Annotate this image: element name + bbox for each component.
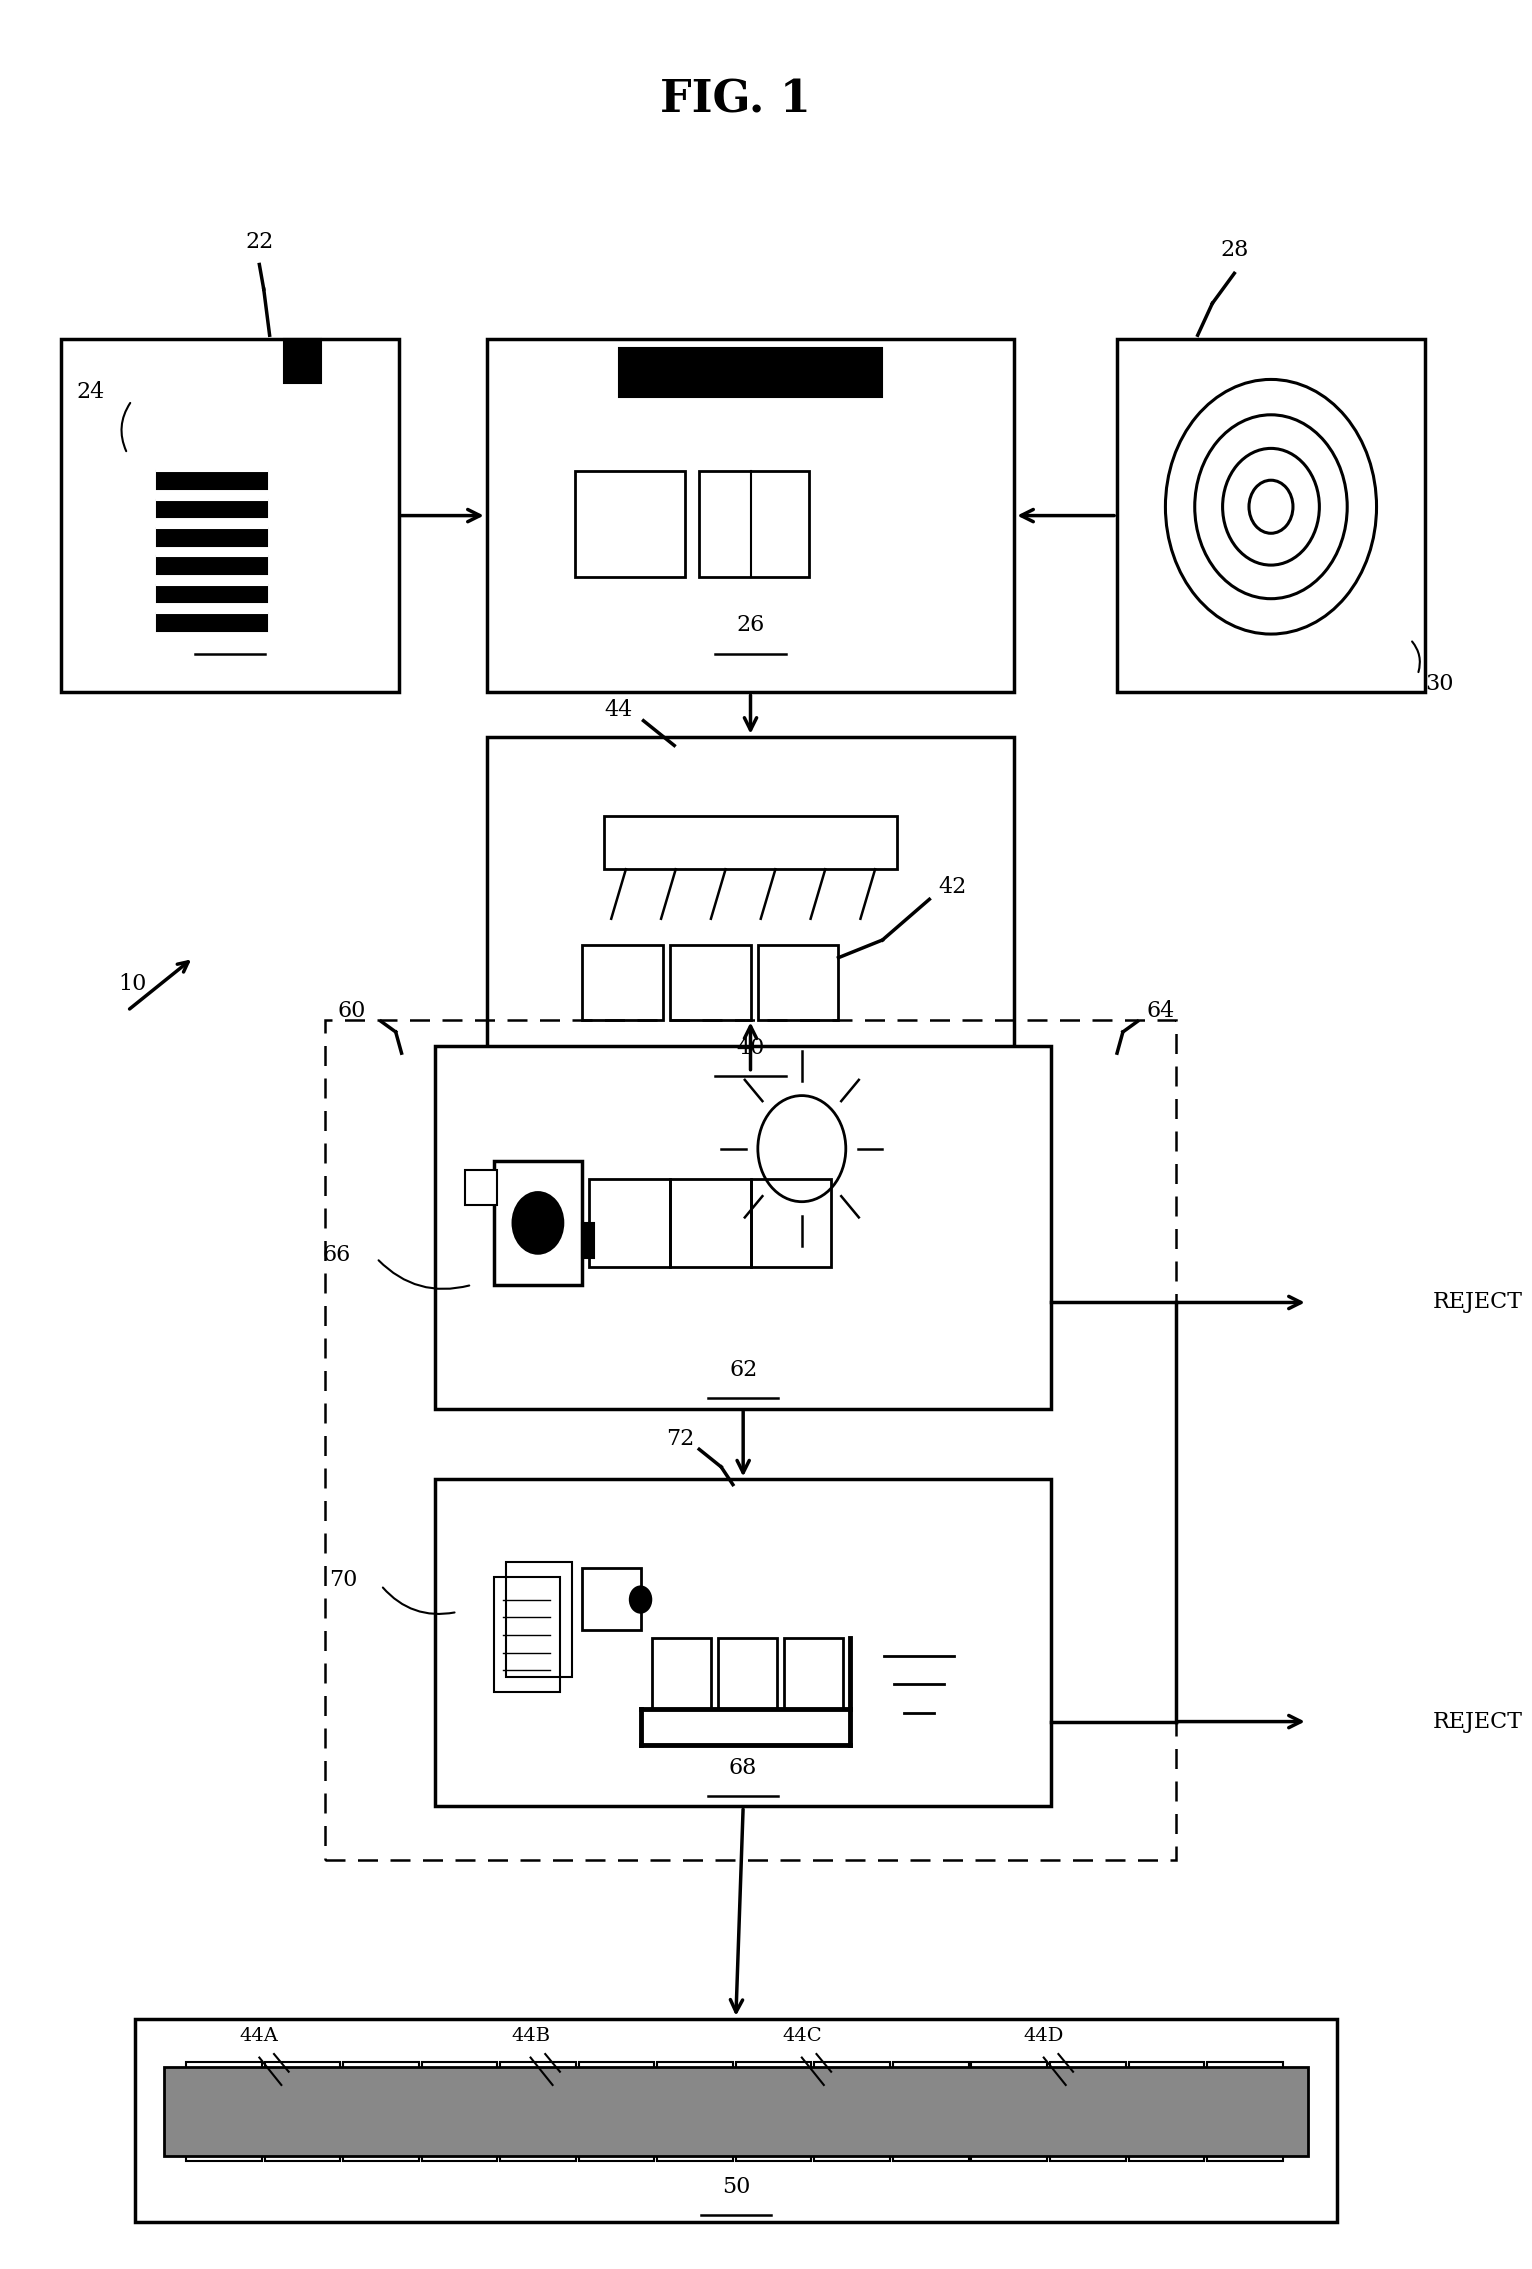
Bar: [657, 2063, 732, 2160]
Bar: [156, 499, 267, 517]
Text: 62: 62: [729, 1359, 757, 1380]
Bar: [893, 2063, 968, 2160]
Bar: [582, 1568, 640, 1629]
Bar: [1207, 2063, 1282, 2160]
Bar: [487, 338, 1014, 692]
Bar: [487, 737, 1014, 1073]
Bar: [493, 1577, 559, 1690]
Bar: [669, 1178, 751, 1266]
Bar: [343, 2063, 418, 2160]
Text: 24: 24: [77, 381, 104, 404]
Bar: [156, 610, 267, 613]
Bar: [156, 524, 267, 529]
Text: 20: 20: [216, 615, 244, 635]
Text: 42: 42: [939, 876, 967, 899]
Text: 50: 50: [722, 2176, 751, 2199]
Text: 44: 44: [605, 699, 633, 722]
Bar: [156, 585, 267, 601]
Bar: [590, 1178, 669, 1266]
Bar: [619, 347, 882, 397]
Bar: [604, 817, 898, 869]
Bar: [971, 2063, 1046, 2160]
Text: FIG. 1: FIG. 1: [660, 79, 812, 123]
Bar: [506, 1563, 571, 1677]
Text: 26: 26: [737, 615, 764, 635]
Bar: [156, 554, 267, 556]
Bar: [1049, 2063, 1126, 2160]
Text: 68: 68: [729, 1756, 757, 1779]
Text: REJECT: REJECT: [1432, 1291, 1523, 1314]
Bar: [265, 2063, 340, 2160]
Bar: [579, 2063, 654, 2160]
Bar: [164, 2067, 1308, 2156]
Bar: [435, 1479, 1051, 1806]
Text: 44A: 44A: [241, 2026, 279, 2044]
Text: 70: 70: [329, 1570, 357, 1591]
Bar: [815, 2063, 890, 2160]
Bar: [156, 613, 267, 631]
Bar: [582, 946, 662, 1019]
Bar: [156, 467, 267, 472]
Bar: [435, 1046, 1051, 1409]
Bar: [156, 581, 267, 585]
Bar: [699, 472, 809, 579]
Bar: [61, 338, 398, 692]
Bar: [751, 1178, 832, 1266]
Text: 60: 60: [337, 1001, 366, 1021]
Bar: [719, 1638, 777, 1709]
Bar: [156, 556, 267, 574]
Text: 66: 66: [323, 1243, 351, 1266]
Bar: [582, 1223, 593, 1259]
Bar: [421, 2063, 498, 2160]
Text: 72: 72: [666, 1427, 694, 1450]
Text: 64: 64: [1147, 1001, 1175, 1021]
Bar: [1117, 338, 1425, 692]
Bar: [185, 2063, 262, 2160]
Text: 10: 10: [118, 973, 147, 996]
Bar: [285, 338, 320, 383]
Bar: [653, 1638, 711, 1709]
Text: 44C: 44C: [781, 2026, 821, 2044]
Bar: [135, 2019, 1337, 2221]
Text: 44D: 44D: [1023, 2026, 1063, 2044]
Bar: [156, 497, 267, 499]
Bar: [1129, 2063, 1204, 2160]
Bar: [501, 2063, 576, 2160]
Text: REJECT: REJECT: [1432, 1711, 1523, 1734]
Bar: [156, 529, 267, 545]
Text: 30: 30: [1425, 672, 1454, 694]
Bar: [493, 1162, 582, 1284]
Bar: [464, 1171, 496, 1205]
Bar: [784, 1638, 843, 1709]
Bar: [574, 472, 685, 579]
Bar: [156, 472, 267, 490]
Bar: [325, 1019, 1175, 1861]
Text: 28: 28: [1219, 238, 1249, 261]
Bar: [735, 2063, 812, 2160]
Bar: [669, 946, 751, 1019]
Text: 44B: 44B: [512, 2026, 550, 2044]
Circle shape: [628, 1586, 653, 1613]
Circle shape: [512, 1191, 564, 1255]
Text: 40: 40: [737, 1037, 764, 1060]
Bar: [758, 946, 838, 1019]
Text: 22: 22: [245, 231, 274, 252]
